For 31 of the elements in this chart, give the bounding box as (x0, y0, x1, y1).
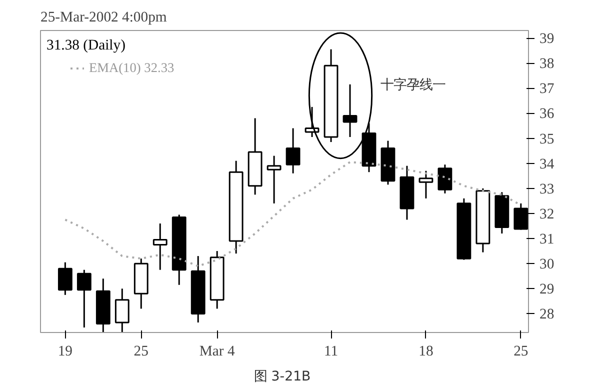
y-tick-label: 38 (540, 56, 554, 72)
legend-label: EMA(10) 32.33 (89, 60, 174, 76)
candlestick (152, 222, 168, 271)
y-tick-label: 37 (540, 81, 554, 98)
x-tick-label: 25 (514, 344, 528, 360)
candlestick (438, 164, 452, 194)
chart-subtitle: 25-Mar-2002 4:00pm (40, 10, 168, 26)
annotation: 十字孕线一 (380, 77, 446, 94)
x-tick-label: 18 (418, 344, 434, 360)
candlestick (76, 269, 92, 328)
candlestick (342, 84, 358, 138)
y-tick-label: 35 (540, 131, 554, 148)
y-tick-label: 33 (540, 181, 554, 198)
x-tick-label: 11 (324, 344, 338, 360)
y-tick-label: 39 (540, 31, 554, 48)
x-tick-label: 25 (134, 344, 148, 360)
chart-title: 31.38 (Daily) (46, 38, 126, 54)
y-tick-label: 36 (540, 106, 554, 122)
x-tick-label: 19 (58, 344, 73, 360)
y-tick-label: 28 (540, 306, 554, 323)
x-tick-label: Mar 4 (199, 344, 236, 360)
y-tick-label: 31 (540, 232, 554, 248)
candlestick (418, 170, 434, 200)
candlestick (58, 262, 72, 296)
y-tick-label: 29 (540, 282, 554, 298)
candlestick (266, 155, 282, 204)
y-tick-label: 34 (540, 156, 555, 172)
y-tick-label: 32 (540, 206, 554, 222)
candlestick (286, 127, 300, 174)
caption: 图 3-21B (254, 370, 311, 384)
y-tick-label: 30 (540, 256, 554, 273)
